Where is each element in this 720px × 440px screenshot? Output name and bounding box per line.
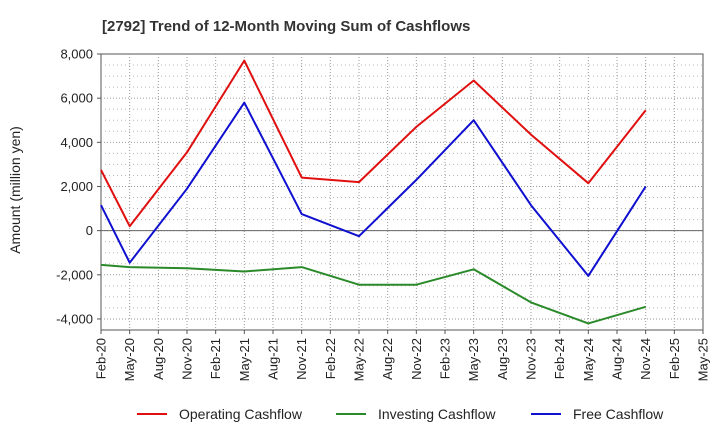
- x-tick-label: May-24: [581, 338, 596, 381]
- legend-label-investing-cashflow: Investing Cashflow: [378, 406, 496, 422]
- series-line-investing-cashflow: [100, 263, 646, 325]
- y-axis-label: Amount (million yen): [7, 126, 23, 254]
- x-tick-label: Aug-23: [495, 338, 510, 380]
- x-tick-label: Nov-23: [524, 338, 539, 380]
- chart-title: [2792] Trend of 12-Month Moving Sum of C…: [102, 18, 470, 35]
- x-tick-label: Nov-20: [180, 338, 195, 380]
- series-line-free-cashflow: [100, 101, 647, 277]
- x-tick-label: Feb-24: [552, 338, 567, 379]
- legend-label-operating-cashflow: Operating Cashflow: [179, 406, 303, 422]
- x-tick-label: Nov-24: [638, 338, 653, 380]
- y-tick-label: -2,000: [56, 267, 93, 282]
- series-lines: [100, 59, 647, 325]
- x-tick-label: May-21: [237, 338, 252, 381]
- x-tick-label: Nov-21: [294, 338, 309, 380]
- x-tick-label: Feb-20: [94, 338, 109, 379]
- y-tick-label: -4,000: [56, 311, 93, 326]
- y-tick-label: 6,000: [60, 91, 93, 106]
- x-tick-label: Feb-23: [438, 338, 453, 379]
- legend: Operating Cashflow Investing Cashflow Free…: [137, 406, 664, 422]
- y-tick-label: 4,000: [60, 135, 93, 150]
- x-tick-label: Aug-20: [151, 338, 166, 380]
- x-tick-label: Aug-24: [610, 338, 625, 380]
- x-tick-label: May-23: [466, 338, 481, 381]
- y-axis-ticks: -4,000 -2,000 0 2,000 4,000 6,000 8,000: [56, 47, 101, 326]
- x-tick-label: Aug-21: [266, 338, 281, 380]
- x-tick-label: May-20: [122, 338, 137, 381]
- x-tick-label: Aug-22: [380, 338, 395, 380]
- x-tick-label: Feb-25: [667, 338, 682, 379]
- x-tick-label: Feb-22: [323, 338, 338, 379]
- plot-area: [100, 53, 704, 331]
- x-tick-label: Feb-21: [208, 338, 223, 379]
- x-axis-ticks: Feb-20 May-20 Aug-20 Nov-20 Feb-21 May-21 Aug-…: [94, 330, 711, 381]
- y-tick-label: 8,000: [60, 47, 93, 62]
- legend-label-free-cashflow: Free Cashflow: [573, 406, 664, 422]
- x-tick-label: Nov-22: [409, 338, 424, 380]
- series-line-operating-cashflow: [100, 59, 647, 228]
- x-tick-label: May-22: [352, 338, 367, 381]
- y-tick-label: 0: [86, 223, 93, 238]
- y-tick-label: 2,000: [60, 179, 93, 194]
- x-tick-label: May-25: [696, 338, 711, 381]
